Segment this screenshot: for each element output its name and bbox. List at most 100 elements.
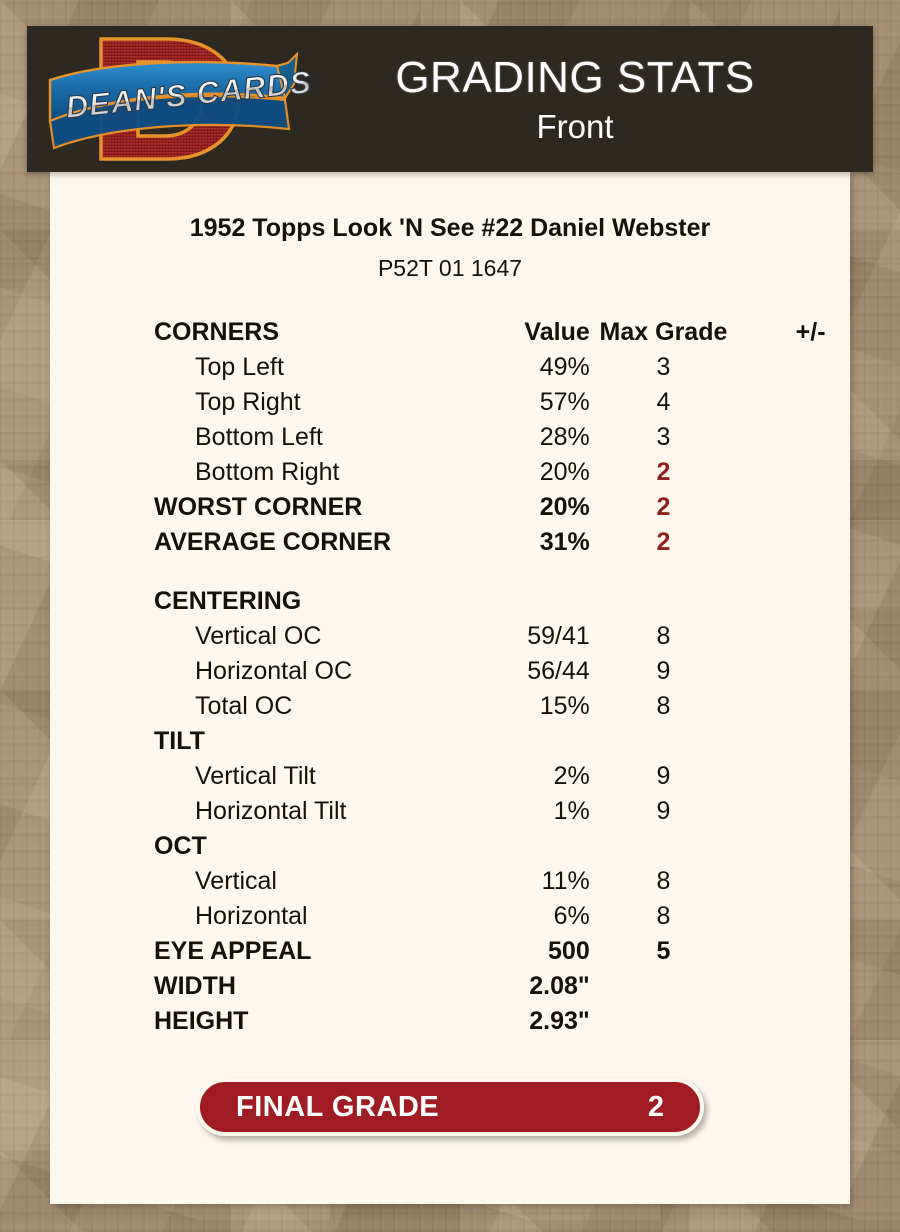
row-label: Horizontal Tilt bbox=[195, 797, 347, 825]
row-label: CENTERING bbox=[154, 587, 302, 615]
row-max-grade: 8 bbox=[656, 867, 671, 895]
table-row: WORST CORNER 20% 2 bbox=[50, 490, 850, 525]
row-value bbox=[479, 724, 590, 759]
table-row: TILT bbox=[50, 724, 850, 759]
row-max-grade: 4 bbox=[656, 388, 671, 416]
row-value: 500 bbox=[548, 937, 590, 965]
column-header-corners: CORNERS bbox=[154, 318, 280, 346]
row-plus-minus bbox=[771, 934, 850, 969]
row-plus-minus bbox=[771, 350, 850, 385]
row-value: 20% bbox=[539, 493, 590, 521]
row-plus-minus bbox=[771, 385, 850, 420]
row-value: 28% bbox=[539, 423, 590, 451]
table-row: AVERAGE CORNER 31% 2 bbox=[50, 525, 850, 560]
row-label: Vertical Tilt bbox=[195, 762, 316, 790]
row-value: 59/41 bbox=[527, 622, 590, 650]
table-row: EYE APPEAL 500 5 bbox=[50, 934, 850, 969]
row-max-grade: 2 bbox=[656, 528, 671, 556]
table-row: Top Left 49% 3 bbox=[50, 350, 850, 385]
row-max-grade: 9 bbox=[656, 657, 671, 685]
row-max-grade bbox=[590, 829, 771, 864]
row-max-grade: 8 bbox=[656, 692, 671, 720]
row-plus-minus bbox=[771, 759, 850, 794]
table-row: Horizontal 6% 8 bbox=[50, 899, 850, 934]
row-plus-minus bbox=[771, 689, 850, 724]
table-row: Horizontal OC 56/44 9 bbox=[50, 654, 850, 689]
table-row: Vertical 11% 8 bbox=[50, 864, 850, 899]
card-title: 1952 Topps Look 'N See #22 Daniel Webste… bbox=[189, 214, 711, 242]
header-title-group: GRADING STATS Front bbox=[317, 52, 873, 143]
row-max-grade bbox=[590, 969, 771, 1004]
row-label: AVERAGE CORNER bbox=[154, 528, 392, 556]
row-plus-minus bbox=[771, 560, 850, 584]
table-header-row: CORNERS Value Max Grade +/- bbox=[50, 315, 850, 350]
row-plus-minus bbox=[771, 420, 850, 455]
table-row: Total OC 15% 8 bbox=[50, 689, 850, 724]
row-plus-minus bbox=[771, 899, 850, 934]
table-row: CENTERING bbox=[50, 584, 850, 619]
row-label: WIDTH bbox=[154, 972, 236, 1000]
deans-cards-logo: DEAN'S CARDS bbox=[45, 26, 317, 172]
table-row: Vertical Tilt 2% 9 bbox=[50, 759, 850, 794]
row-label: Bottom Right bbox=[195, 458, 340, 486]
row-max-grade: 2 bbox=[656, 493, 671, 521]
row-value: 20% bbox=[539, 458, 590, 486]
row-max-grade: 8 bbox=[656, 622, 671, 650]
row-label: Vertical OC bbox=[195, 622, 322, 650]
row-max-grade: 9 bbox=[656, 762, 671, 790]
table-row: Bottom Left 28% 3 bbox=[50, 420, 850, 455]
table-spacer-row bbox=[50, 560, 850, 584]
grading-stats-table: CORNERS Value Max Grade +/- Top Left 49% 3… bbox=[50, 315, 850, 1039]
final-grade-label: FINAL GRADE bbox=[236, 1090, 440, 1123]
row-plus-minus bbox=[771, 829, 850, 864]
row-plus-minus bbox=[771, 584, 850, 619]
card-serial: P52T 01 1647 bbox=[377, 255, 523, 281]
row-value: 49% bbox=[539, 353, 590, 381]
final-grade-section: FINAL GRADE 2 bbox=[50, 1078, 850, 1136]
stats-panel: 1952 Topps Look 'N See #22 Daniel Webste… bbox=[50, 172, 850, 1204]
row-max-grade bbox=[590, 1004, 771, 1039]
row-max-grade: 2 bbox=[656, 458, 671, 486]
row-value: 2.93" bbox=[529, 1007, 590, 1035]
row-max-grade: 9 bbox=[656, 797, 671, 825]
table-row: Bottom Right 20% 2 bbox=[50, 455, 850, 490]
row-label bbox=[50, 560, 479, 584]
row-max-grade bbox=[590, 584, 771, 619]
page-title: GRADING STATS bbox=[395, 52, 755, 102]
row-plus-minus bbox=[771, 1004, 850, 1039]
row-plus-minus bbox=[771, 619, 850, 654]
row-value: 15% bbox=[539, 692, 590, 720]
row-label: Bottom Left bbox=[195, 423, 323, 451]
row-label: Total OC bbox=[195, 692, 293, 720]
row-label: EYE APPEAL bbox=[154, 937, 312, 965]
table-row: HEIGHT 2.93" bbox=[50, 1004, 850, 1039]
row-label: Top Right bbox=[195, 388, 301, 416]
row-max-grade bbox=[590, 560, 771, 584]
row-label: Horizontal bbox=[195, 902, 308, 930]
row-value: 2.08" bbox=[529, 972, 590, 1000]
row-plus-minus bbox=[771, 864, 850, 899]
row-label: WORST CORNER bbox=[154, 493, 363, 521]
column-header-value: Value bbox=[524, 318, 590, 346]
table-row: WIDTH 2.08" bbox=[50, 969, 850, 1004]
row-value: 31% bbox=[539, 528, 590, 556]
row-value bbox=[479, 560, 590, 584]
row-value: 11% bbox=[541, 867, 590, 895]
table-row: Horizontal Tilt 1% 9 bbox=[50, 794, 850, 829]
row-label: Horizontal OC bbox=[195, 657, 352, 685]
row-plus-minus bbox=[771, 724, 850, 759]
final-grade-banner: FINAL GRADE 2 bbox=[196, 1078, 704, 1136]
row-value: 6% bbox=[553, 902, 590, 930]
table-row: Vertical OC 59/41 8 bbox=[50, 619, 850, 654]
row-max-grade: 8 bbox=[656, 902, 671, 930]
row-plus-minus bbox=[771, 490, 850, 525]
row-plus-minus bbox=[771, 525, 850, 560]
row-label: Vertical bbox=[195, 867, 277, 895]
row-plus-minus bbox=[771, 455, 850, 490]
row-label: HEIGHT bbox=[154, 1007, 249, 1035]
table-row: OCT bbox=[50, 829, 850, 864]
logo-graphic: DEAN'S CARDS bbox=[48, 37, 314, 161]
row-max-grade bbox=[590, 724, 771, 759]
row-plus-minus bbox=[771, 654, 850, 689]
row-label: OCT bbox=[154, 832, 207, 860]
